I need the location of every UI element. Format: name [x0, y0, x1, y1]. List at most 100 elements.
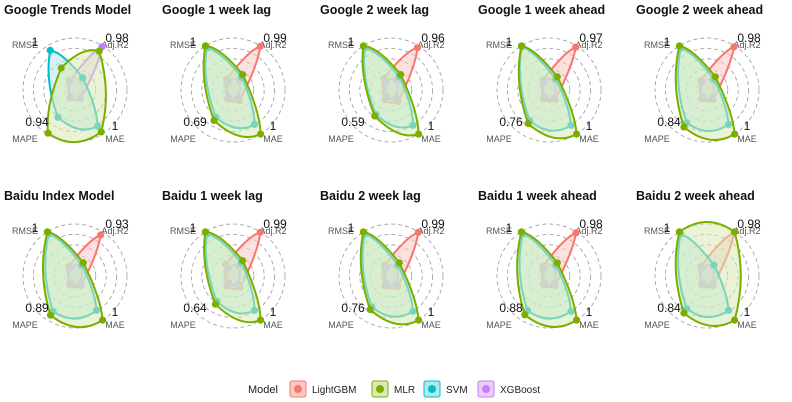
value-label-rmse: 1 — [664, 35, 671, 49]
axis-label-mae: MAE — [105, 320, 125, 330]
grid-ring — [496, 37, 602, 143]
point-mlr-mae — [731, 130, 739, 138]
axis-label-mape: MAPE — [12, 134, 38, 144]
value-label-mape: 0.88 — [499, 301, 523, 315]
value-label-mape: 0.94 — [25, 115, 49, 129]
point-mlr-mae — [257, 316, 265, 324]
value-label-mape: 0.64 — [183, 301, 207, 315]
radar-panel-google-2-week-ahead: Google 2 week ahead Adj.R2 MAE MAPE RMSE 0.98… — [636, 3, 763, 144]
point-mlr-rmse — [675, 228, 684, 236]
value-label-mape: 0.59 — [341, 115, 365, 129]
point-lightgbm-adj-r2 — [413, 44, 422, 52]
radar-panel-google-1-week-ahead: Google 1 week ahead Adj.R2 MAE MAPE RMSE 0.97… — [478, 3, 605, 144]
legend-label-lightgbm: LightGBM — [312, 385, 356, 396]
point-mlr-mae — [97, 128, 105, 136]
legend-item-lightgbm: LightGBM — [289, 380, 356, 398]
value-label-mae: 1 — [428, 305, 435, 319]
value-label-mae: 1 — [744, 119, 751, 133]
legend-item-mlr: MLR — [371, 380, 415, 398]
point-mlr-rmse — [359, 228, 367, 236]
panel-title: Baidu 2 week ahead — [636, 189, 755, 203]
point-mlr-mae — [731, 316, 739, 324]
value-label-mae: 1 — [428, 119, 435, 133]
panel-title: Baidu 2 week lag — [320, 189, 421, 203]
point-mlr-adj-r2 — [711, 73, 719, 81]
value-label-mape: 0.76 — [499, 115, 523, 129]
axis-label-mae: MAE — [263, 320, 283, 330]
grid-ring — [654, 37, 760, 143]
legend: Model LightGBM MLR SVM XGBoost — [248, 380, 540, 398]
axis-label-adj-r2: Adj.R2 — [259, 226, 286, 236]
grid-ring — [517, 244, 581, 308]
panel-title: Baidu 1 week ahead — [478, 189, 597, 203]
value-label-rmse: 1 — [190, 35, 197, 49]
grid-ring — [22, 37, 128, 143]
legend-item-xgboost: XGBoost — [477, 380, 540, 398]
value-label-adj-r2: 0.99 — [263, 217, 287, 231]
point-mlr-rmse — [57, 64, 65, 72]
grid-ring — [201, 58, 265, 122]
value-label-mape: 0.84 — [657, 301, 681, 315]
value-label-mae: 1 — [270, 119, 277, 133]
point-lightgbm-adj-r2 — [256, 228, 264, 236]
point-mlr-adj-r2 — [397, 71, 405, 79]
axis-label-rmse: RMSE — [644, 226, 670, 236]
axis-label-adj-r2: Adj.R2 — [101, 226, 128, 236]
grid-ring — [359, 244, 423, 308]
legend-item-svm: SVM — [423, 380, 468, 398]
point-mlr-adj-r2 — [553, 73, 561, 81]
point-lightgbm-adj-r2 — [572, 43, 580, 51]
point-mlr-adj-r2 — [731, 228, 739, 236]
point-lightgbm-adj-r2 — [256, 42, 264, 50]
value-label-mape: 0.76 — [341, 301, 365, 315]
axis-label-adj-r2: Adj.R2 — [733, 226, 760, 236]
legend-dot-mlr — [376, 385, 384, 393]
value-label-mape: 0.84 — [657, 115, 681, 129]
axis-label-mae: MAE — [263, 134, 283, 144]
value-label-adj-r2: 0.98 — [737, 217, 761, 231]
point-mlr-mae — [257, 130, 265, 138]
grid-ring — [359, 58, 423, 122]
grid-ring — [517, 58, 581, 122]
value-label-mape: 0.89 — [25, 301, 49, 315]
value-label-mae: 1 — [744, 305, 751, 319]
axis-label-adj-r2: Adj.R2 — [733, 40, 760, 50]
axis-label-mape: MAPE — [644, 320, 670, 330]
point-mlr-mape — [371, 112, 379, 120]
axis-label-mae: MAE — [105, 134, 125, 144]
axis-label-mape: MAPE — [486, 134, 512, 144]
radar-panel-baidu-1-week-lag: Baidu 1 week lag Adj.R2 MAE MAPE RMSE 0.99 1 0.… — [162, 189, 287, 330]
value-label-mape: 0.69 — [183, 115, 207, 129]
value-label-rmse: 1 — [664, 221, 671, 235]
grid-ring — [348, 48, 433, 132]
point-mlr-mape — [46, 311, 55, 319]
value-label-adj-r2: 0.98 — [579, 217, 603, 231]
grid-ring — [22, 223, 128, 329]
radar-panel-google-trends-model: Google Trends Model Adj.R2 MAE MAPE RMSE 0.98… — [4, 3, 131, 144]
point-mlr-mae — [99, 316, 107, 324]
point-mlr-mae — [415, 316, 423, 324]
legend-dot-xgboost — [482, 385, 490, 393]
value-label-adj-r2: 0.99 — [263, 31, 287, 45]
grid-ring — [180, 37, 286, 143]
point-lightgbm-adj-r2 — [414, 228, 422, 236]
axis-label-rmse: RMSE — [328, 226, 354, 236]
point-mlr-rmse — [517, 42, 526, 50]
radar-panel-google-2-week-lag: Google 2 week lag Adj.R2 MAE MAPE RMSE 0.96 1 0… — [320, 3, 445, 144]
axis-label-adj-r2: Adj.R2 — [259, 40, 286, 50]
axis-label-adj-r2: Adj.R2 — [417, 226, 444, 236]
value-label-adj-r2: 0.98 — [737, 31, 761, 45]
radar-panel-baidu-2-week-lag: Baidu 2 week lag Adj.R2 MAE MAPE RMSE 0.99 1 0.… — [320, 189, 445, 330]
axis-label-mape: MAPE — [170, 134, 196, 144]
axis-label-mae: MAE — [737, 320, 757, 330]
panel-title: Google 1 week lag — [162, 3, 271, 17]
value-label-mae: 1 — [112, 119, 119, 133]
panel-title: Google 2 week lag — [320, 3, 429, 17]
value-label-mae: 1 — [270, 305, 277, 319]
point-mlr-mae — [573, 130, 581, 138]
value-label-mae: 1 — [112, 305, 119, 319]
panel-title: Google 2 week ahead — [636, 3, 763, 17]
axis-label-mape: MAPE — [328, 320, 354, 330]
point-mlr-adj-r2 — [79, 259, 87, 267]
axis-label-adj-r2: Adj.R2 — [417, 40, 444, 50]
